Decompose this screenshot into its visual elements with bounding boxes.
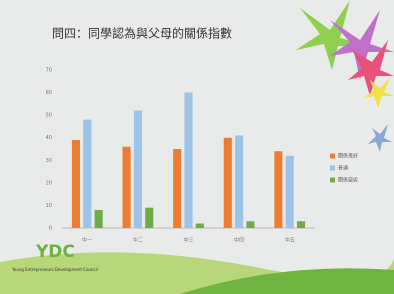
legend-label: 普通 [338, 165, 348, 172]
bar [72, 140, 80, 228]
bar [173, 149, 181, 228]
bar [123, 147, 131, 228]
x-tick-label: 中一 [82, 237, 92, 244]
bar [83, 120, 91, 228]
logo-subtitle: Young Entrepreneurs Development Council [11, 267, 98, 272]
bar [297, 221, 305, 228]
bar [134, 111, 142, 228]
y-tick-label: 10 [46, 203, 52, 209]
legend-swatch [330, 154, 335, 159]
y-tick-label: 70 [46, 68, 52, 74]
y-tick-label: 60 [46, 90, 52, 96]
logo: YDC [35, 242, 75, 262]
slide: 問四：同學認為與父母的關係指數 YDC Young Entrepreneurs … [0, 0, 394, 294]
legend-label: 關係良好 [338, 153, 358, 160]
legend-label: 關係惡劣 [338, 177, 358, 184]
x-tick-label: 中五 [285, 237, 295, 244]
x-tick-label: 中四 [234, 237, 244, 244]
x-tick-label: 中三 [183, 237, 193, 244]
x-tick-label: 中二 [133, 237, 143, 244]
bar [224, 138, 232, 228]
bar [286, 156, 294, 228]
legend-swatch [330, 166, 335, 171]
y-tick-label: 40 [46, 135, 52, 141]
y-tick-label: 0 [49, 226, 52, 232]
bar [235, 135, 243, 228]
bar [145, 208, 153, 228]
bar [274, 151, 282, 228]
chart-title: 問四：同學認為與父母的關係指數 [52, 26, 232, 41]
bar [246, 221, 254, 228]
y-tick-label: 30 [46, 158, 52, 164]
bar [196, 223, 204, 228]
y-tick-label: 50 [46, 113, 52, 119]
bar [95, 210, 103, 228]
legend-swatch [330, 178, 335, 183]
y-tick-label: 20 [46, 180, 52, 186]
bar [184, 93, 192, 228]
